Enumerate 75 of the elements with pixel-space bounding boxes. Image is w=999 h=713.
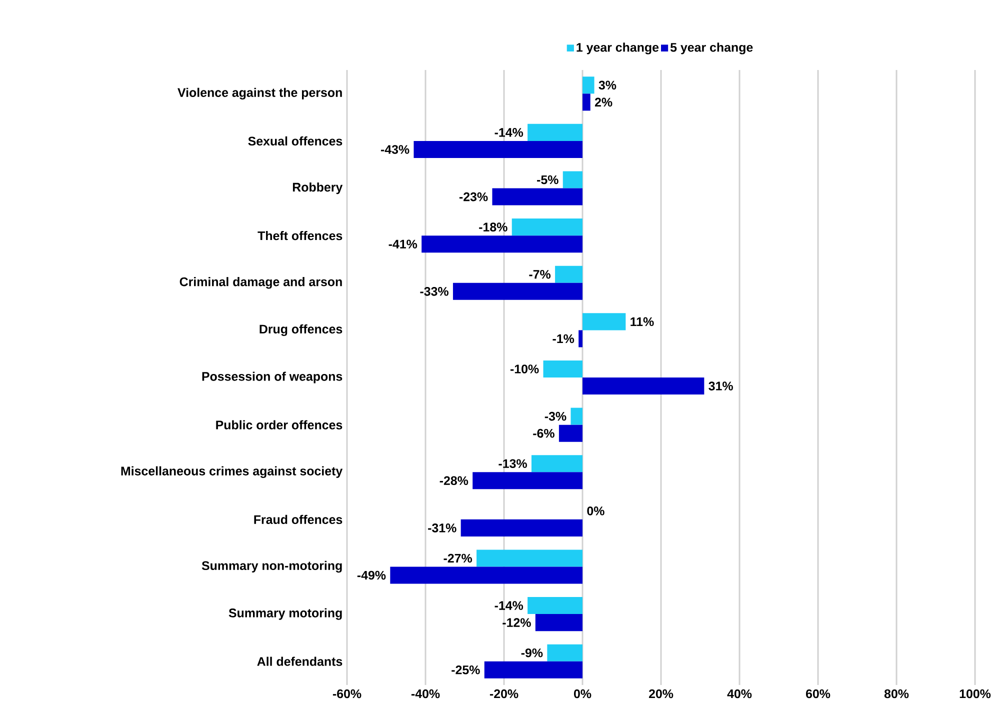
legend-label: 1 year change — [576, 42, 659, 54]
bar — [582, 76, 594, 94]
x-tick-label: 40% — [727, 689, 752, 698]
data-label: -23% — [459, 192, 488, 202]
data-label: -5% — [537, 175, 558, 184]
data-label: -14% — [494, 128, 524, 137]
bar — [390, 566, 583, 584]
data-label: -49% — [357, 570, 386, 580]
y-tick-label: Theft offences — [258, 231, 342, 240]
bar — [452, 282, 583, 300]
y-tick-label: Robbery — [292, 182, 343, 194]
data-label: -28% — [440, 476, 468, 486]
bar — [582, 313, 626, 330]
bar — [531, 455, 583, 472]
y-tick-label: Violence against the person — [178, 88, 342, 100]
bar — [460, 519, 583, 536]
y-tick-label: Sexual offences — [248, 136, 342, 146]
x-tick-label: 0% — [574, 689, 592, 698]
bar — [558, 424, 583, 442]
y-tick-label: Criminal damage and arson — [180, 277, 342, 289]
bar — [555, 266, 583, 283]
data-label: 0% — [587, 506, 604, 516]
y-tick-label: All defendants — [257, 656, 342, 666]
bar — [422, 236, 583, 253]
y-tick-label: Public order offences — [216, 420, 342, 430]
x-tick-label: -20% — [490, 689, 518, 698]
bar — [484, 661, 583, 678]
bar — [414, 140, 583, 158]
bar — [562, 171, 583, 188]
data-label: -9% — [521, 648, 543, 658]
data-label: -13% — [498, 459, 527, 468]
data-label: -12% — [502, 618, 531, 627]
bar — [578, 330, 583, 348]
y-tick-label: Possession of weapons — [202, 372, 342, 384]
data-label: -10% — [510, 364, 539, 374]
data-label: -31% — [428, 524, 456, 532]
data-label: 2% — [594, 98, 612, 107]
y-tick-label: Summary non-motoring — [202, 560, 342, 573]
x-tick-label: 20% — [648, 689, 674, 698]
data-label: -18% — [479, 222, 508, 232]
bar — [547, 644, 583, 662]
y-tick-label: Drug offences — [260, 324, 342, 336]
data-label: 11% — [630, 317, 654, 326]
y-tick-label: Miscellaneous crimes against society — [121, 466, 343, 478]
data-label: 3% — [598, 80, 616, 90]
data-label: -41% — [388, 240, 418, 248]
legend-label: 5 year change — [670, 42, 753, 54]
x-tick-label: -40% — [411, 689, 440, 698]
data-label: -33% — [420, 286, 448, 296]
data-label: -14% — [494, 601, 524, 610]
x-tick-label: 100% — [960, 689, 991, 698]
x-tick-label: 80% — [884, 689, 909, 698]
data-label: 31% — [708, 382, 733, 390]
data-label: -27% — [444, 554, 472, 563]
data-label: -43% — [380, 145, 410, 154]
data-label: -1% — [552, 334, 574, 344]
bar — [582, 378, 704, 395]
bar — [570, 408, 583, 425]
bar — [512, 218, 583, 236]
bar — [582, 94, 590, 111]
bar — [535, 614, 583, 632]
bar — [476, 550, 583, 567]
y-tick-label: Fraud offences — [254, 514, 342, 524]
data-label: -3% — [544, 412, 566, 421]
bar — [472, 472, 583, 490]
data-label: -25% — [452, 665, 480, 674]
bar — [543, 360, 583, 378]
bar — [528, 124, 583, 141]
bar — [492, 188, 583, 206]
data-label: -7% — [529, 270, 551, 279]
x-tick-label: 60% — [806, 689, 830, 698]
data-label: -6% — [533, 428, 554, 438]
bar — [528, 597, 583, 614]
x-tick-label: -60% — [332, 689, 362, 698]
y-tick-label: Summary motoring — [228, 608, 342, 620]
